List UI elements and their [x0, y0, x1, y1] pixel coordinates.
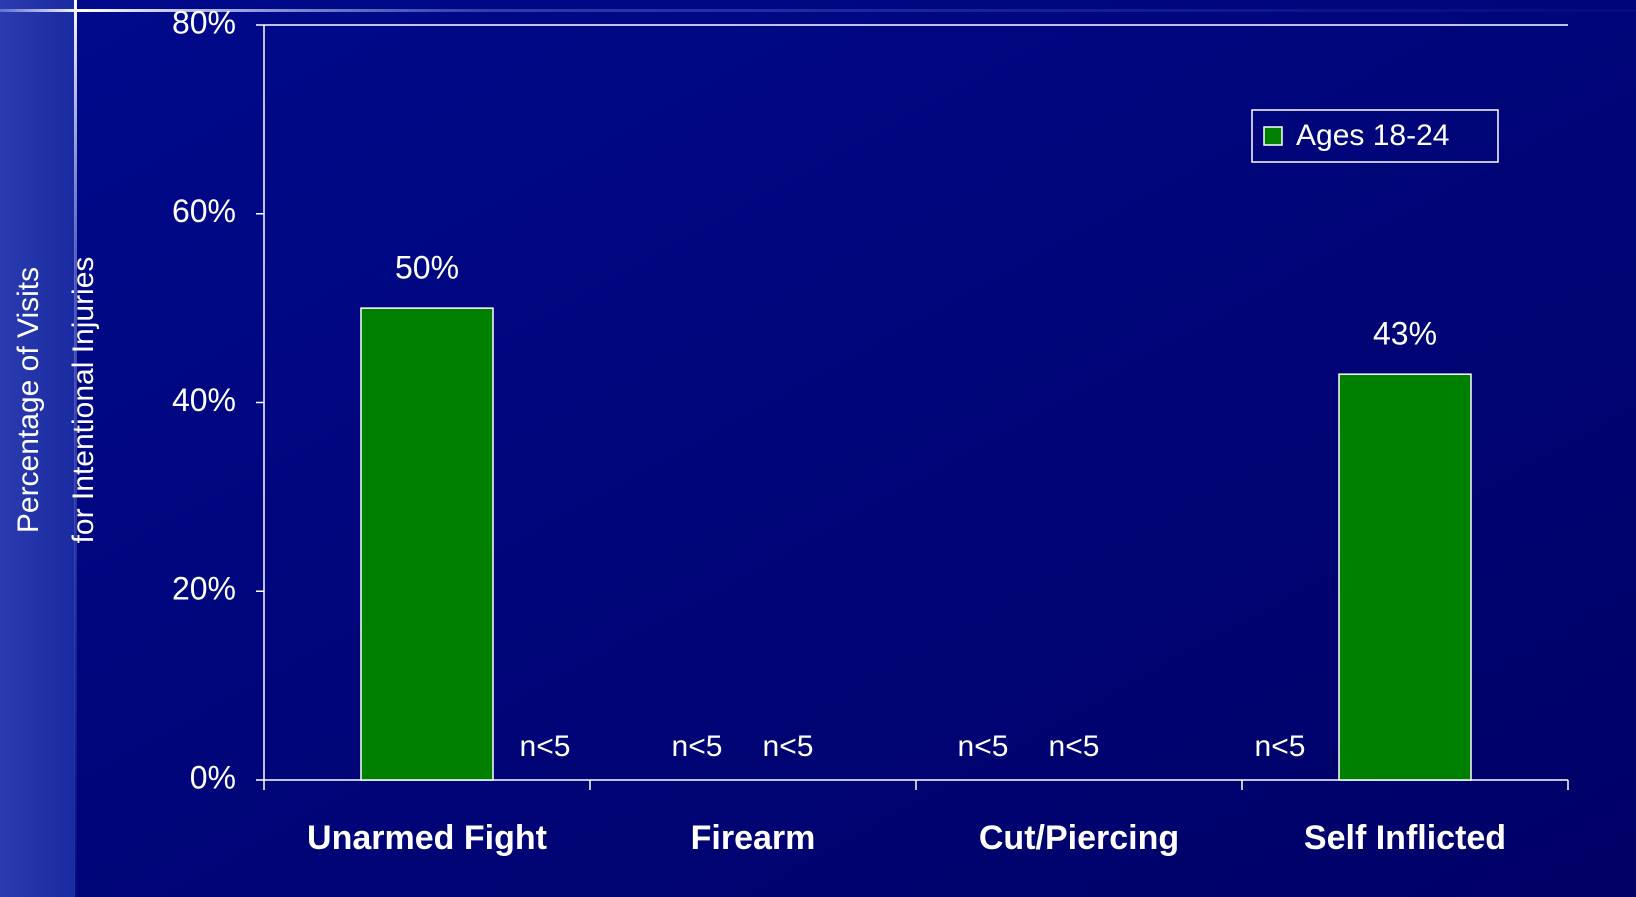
annotation: n<5 [672, 730, 723, 763]
side-strip [0, 0, 75, 897]
y-tick-label: 80% [172, 4, 236, 40]
annotation: n<5 [1049, 730, 1100, 763]
value-label: 50% [395, 250, 459, 286]
y-axis-label: Percentage of Visits [12, 267, 45, 533]
decor-line [74, 0, 77, 897]
legend-swatch [1263, 126, 1283, 146]
x-tick-label: Unarmed Fight [307, 819, 547, 857]
chart: 0% 20% 40% 60% 80% Percentage of Visits for In… [12, 4, 1569, 857]
x-tick-label: Cut/Piercing [979, 819, 1179, 857]
y-tick-label: 20% [172, 571, 236, 607]
legend: Ages 18-24 [1251, 109, 1499, 163]
value-label: 43% [1373, 316, 1437, 352]
annotation: n<5 [763, 730, 814, 763]
y-tick-label: 0% [190, 759, 236, 795]
y-axis-label: for Intentional Injuries [67, 257, 100, 544]
x-tick-label: Self Inflicted [1304, 819, 1506, 857]
legend-label: Ages 18-24 [1296, 119, 1449, 152]
bar [360, 307, 494, 781]
legend-box [1251, 109, 1499, 163]
annotation: n<5 [520, 730, 571, 763]
y-tick-label: 60% [172, 193, 236, 229]
annotation: n<5 [1255, 730, 1306, 763]
bar [1338, 373, 1472, 781]
annotation: n<5 [958, 730, 1009, 763]
y-tick-label: 40% [172, 382, 236, 418]
decor-line [0, 9, 1636, 12]
x-tick-label: Firearm [691, 819, 816, 857]
